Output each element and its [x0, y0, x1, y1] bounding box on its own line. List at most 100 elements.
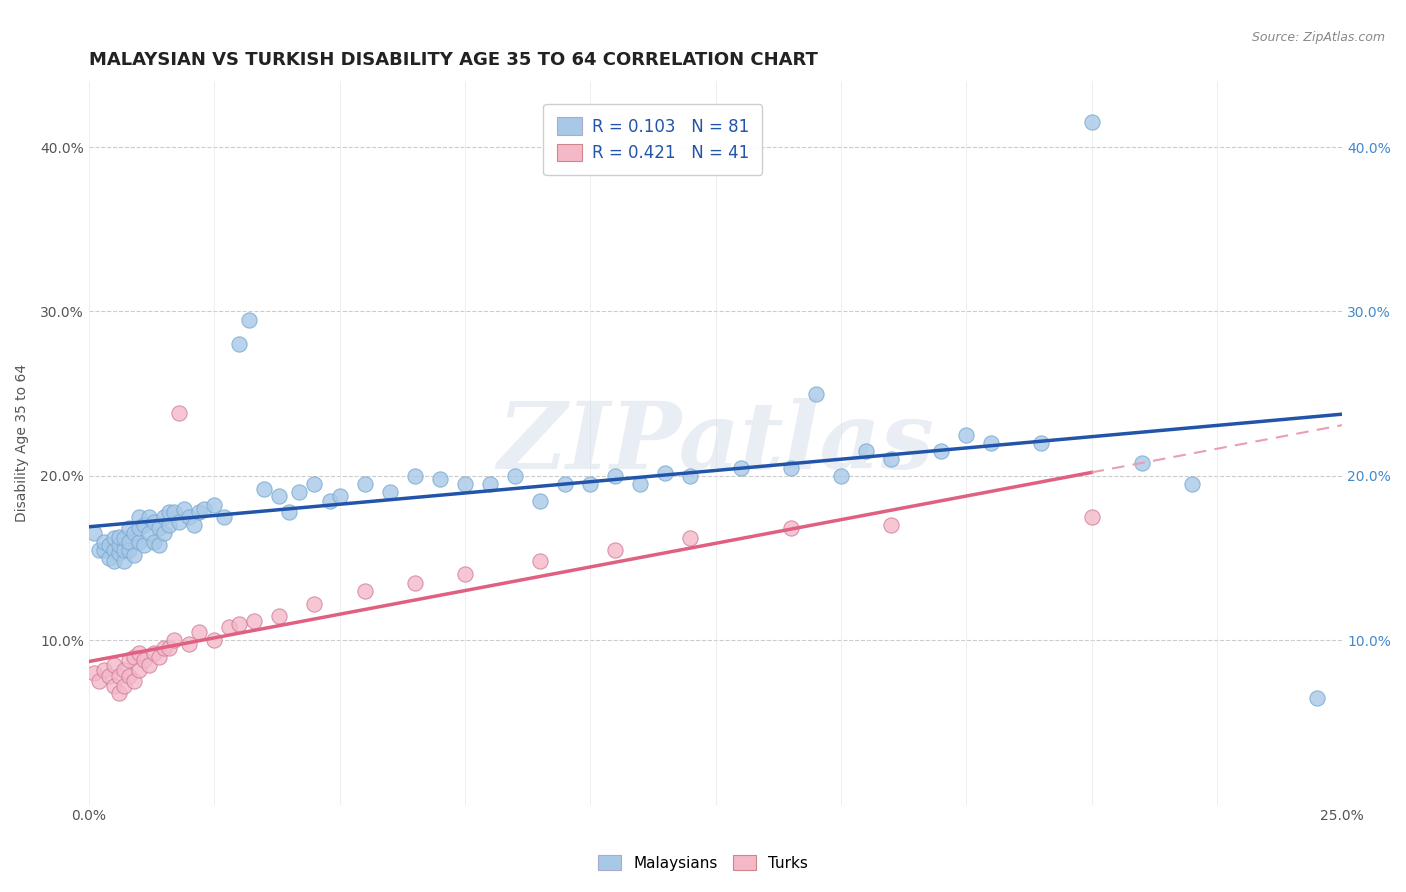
Point: [855, 444, 877, 458]
Point: [253, 482, 276, 496]
Text: Source: ZipAtlas.com: Source: ZipAtlas.com: [1251, 31, 1385, 45]
Point: [478, 477, 501, 491]
Point: [108, 669, 131, 683]
Point: [128, 521, 150, 535]
Point: [122, 674, 145, 689]
Point: [112, 679, 135, 693]
Point: [128, 510, 150, 524]
Point: [132, 538, 155, 552]
Point: [228, 616, 250, 631]
Point: [378, 485, 401, 500]
Y-axis label: Disability Age 35 to 64: Disability Age 35 to 64: [15, 364, 30, 522]
Point: [529, 493, 551, 508]
Point: [112, 663, 135, 677]
Point: [138, 510, 160, 524]
Point: [188, 625, 211, 640]
Point: [153, 641, 176, 656]
Text: MALAYSIAN VS TURKISH DISABILITY AGE 35 TO 64 CORRELATION CHART: MALAYSIAN VS TURKISH DISABILITY AGE 35 T…: [89, 51, 818, 69]
Point: [454, 477, 477, 491]
Point: [304, 477, 326, 491]
Point: [143, 646, 166, 660]
Point: [955, 427, 977, 442]
Point: [1181, 477, 1204, 491]
Point: [93, 534, 115, 549]
Point: [93, 663, 115, 677]
Point: [122, 548, 145, 562]
Point: [108, 686, 131, 700]
Point: [87, 674, 110, 689]
Point: [128, 646, 150, 660]
Point: [353, 477, 375, 491]
Point: [730, 460, 752, 475]
Point: [108, 546, 131, 560]
Point: [167, 515, 190, 529]
Point: [1080, 115, 1102, 129]
Point: [605, 542, 627, 557]
Point: [454, 567, 477, 582]
Point: [202, 499, 225, 513]
Point: [202, 633, 225, 648]
Point: [157, 641, 180, 656]
Point: [318, 493, 340, 508]
Point: [138, 526, 160, 541]
Point: [103, 554, 125, 568]
Point: [243, 614, 266, 628]
Point: [404, 575, 426, 590]
Point: [830, 468, 852, 483]
Point: [148, 521, 170, 535]
Legend: R = 0.103   N = 81, R = 0.421   N = 41: R = 0.103 N = 81, R = 0.421 N = 41: [544, 104, 762, 176]
Point: [179, 510, 201, 524]
Point: [503, 468, 526, 483]
Point: [118, 534, 141, 549]
Point: [554, 477, 576, 491]
Point: [143, 515, 166, 529]
Point: [218, 620, 240, 634]
Point: [97, 551, 120, 566]
Point: [118, 542, 141, 557]
Point: [278, 505, 301, 519]
Point: [118, 653, 141, 667]
Point: [980, 436, 1002, 450]
Point: [1130, 456, 1153, 470]
Point: [173, 501, 195, 516]
Point: [579, 477, 602, 491]
Point: [122, 526, 145, 541]
Point: [153, 526, 176, 541]
Point: [83, 666, 105, 681]
Point: [429, 472, 451, 486]
Point: [269, 608, 291, 623]
Point: [108, 530, 131, 544]
Point: [605, 468, 627, 483]
Point: [103, 657, 125, 672]
Point: [87, 542, 110, 557]
Point: [779, 460, 801, 475]
Point: [880, 452, 903, 467]
Point: [103, 542, 125, 557]
Point: [679, 468, 702, 483]
Text: ZIPatlas: ZIPatlas: [498, 398, 934, 488]
Point: [148, 649, 170, 664]
Point: [238, 312, 260, 326]
Point: [529, 554, 551, 568]
Point: [929, 444, 952, 458]
Point: [112, 542, 135, 557]
Point: [83, 526, 105, 541]
Point: [128, 663, 150, 677]
Point: [288, 485, 311, 500]
Point: [132, 518, 155, 533]
Point: [353, 583, 375, 598]
Point: [148, 538, 170, 552]
Point: [118, 669, 141, 683]
Point: [1306, 690, 1329, 705]
Point: [103, 679, 125, 693]
Point: [108, 538, 131, 552]
Point: [167, 406, 190, 420]
Point: [183, 518, 205, 533]
Point: [157, 518, 180, 533]
Point: [193, 501, 215, 516]
Point: [1031, 436, 1053, 450]
Point: [269, 489, 291, 503]
Point: [103, 532, 125, 546]
Point: [143, 534, 166, 549]
Point: [304, 597, 326, 611]
